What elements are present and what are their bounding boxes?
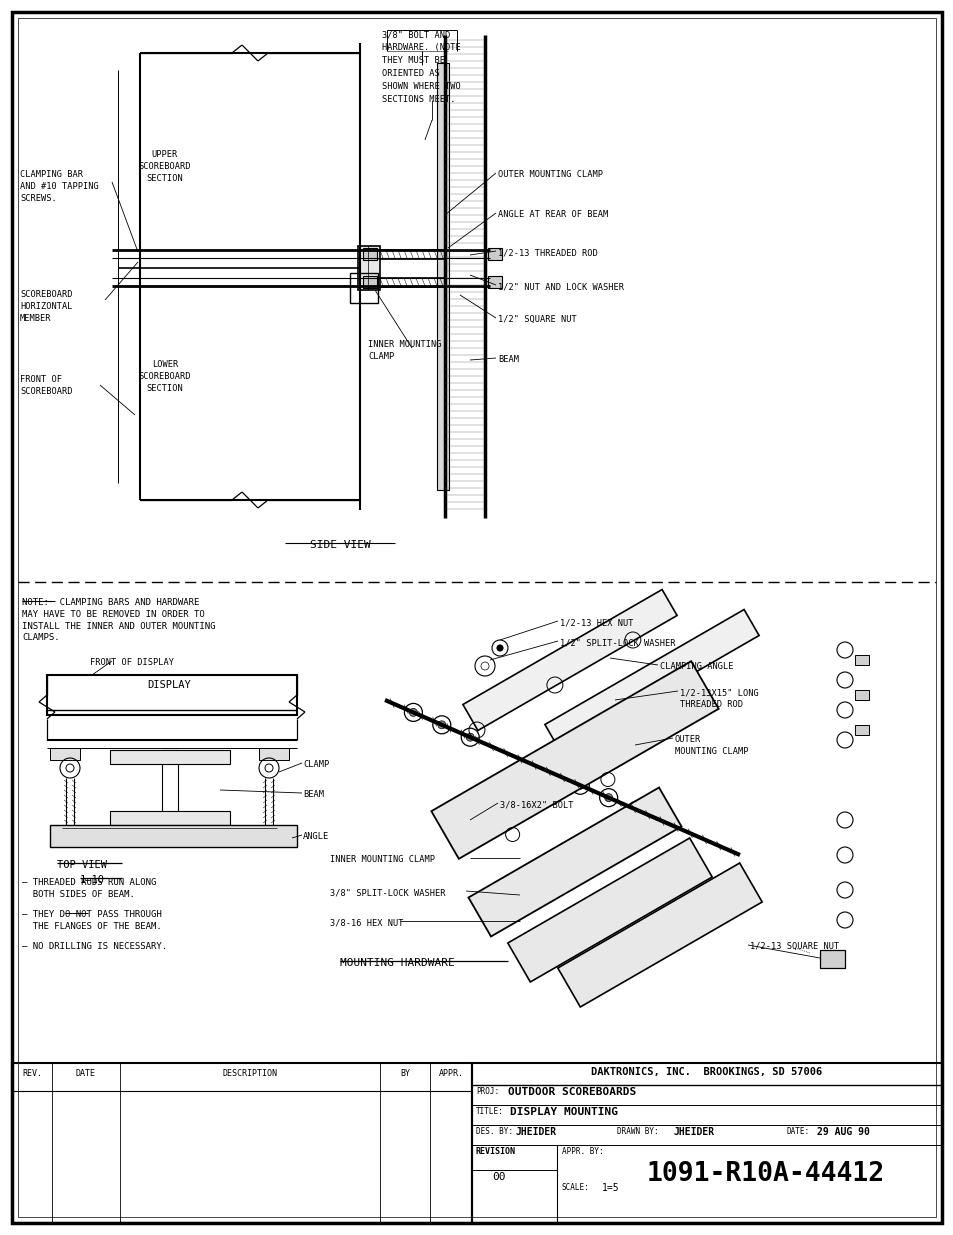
Bar xyxy=(357,246,379,290)
Bar xyxy=(50,748,80,760)
Text: OUTER MOUNTING CLAMP: OUTER MOUNTING CLAMP xyxy=(497,170,602,179)
Text: 1=5: 1=5 xyxy=(601,1183,619,1193)
Text: 3/8" BOLT AND: 3/8" BOLT AND xyxy=(381,30,450,40)
Text: CLAMP: CLAMP xyxy=(303,760,329,769)
Bar xyxy=(258,748,289,760)
Text: 1/2" SQUARE NUT: 1/2" SQUARE NUT xyxy=(497,315,577,324)
Text: ORIENTED AS: ORIENTED AS xyxy=(381,69,439,78)
Text: 1/2" SPLIT-LOCK WASHER: 1/2" SPLIT-LOCK WASHER xyxy=(559,638,675,647)
Circle shape xyxy=(466,734,474,741)
Text: TOP VIEW: TOP VIEW xyxy=(57,860,107,869)
Bar xyxy=(820,950,844,968)
Text: OUTDOOR SCOREBOARDS: OUTDOOR SCOREBOARDS xyxy=(507,1087,636,1097)
Bar xyxy=(363,248,376,261)
Text: DISPLAY: DISPLAY xyxy=(147,680,191,690)
Text: DESCRIPTION: DESCRIPTION xyxy=(222,1070,277,1078)
Text: PROJ:: PROJ: xyxy=(476,1087,498,1095)
Bar xyxy=(436,63,449,490)
Text: 1/2-13X15" LONG
THREADED ROD: 1/2-13X15" LONG THREADED ROD xyxy=(679,688,758,709)
Text: APPR. BY:: APPR. BY: xyxy=(561,1147,603,1156)
Text: HARDWARE. (NOTE: HARDWARE. (NOTE xyxy=(381,43,460,52)
Circle shape xyxy=(497,645,502,651)
Text: THEY MUST BE: THEY MUST BE xyxy=(381,56,444,65)
Text: BY: BY xyxy=(399,1070,410,1078)
Text: JHEIDER: JHEIDER xyxy=(673,1128,715,1137)
Text: – THEY DO NOT PASS THROUGH
  THE FLANGES OF THE BEAM.: – THEY DO NOT PASS THROUGH THE FLANGES O… xyxy=(22,910,162,931)
Text: 3/8-16X2" BOLT: 3/8-16X2" BOLT xyxy=(499,800,573,809)
Text: SCOREBOARD
HORIZONTAL
MEMBER: SCOREBOARD HORIZONTAL MEMBER xyxy=(20,290,72,322)
Circle shape xyxy=(437,721,445,729)
Bar xyxy=(110,811,230,825)
Circle shape xyxy=(409,709,417,716)
Bar xyxy=(363,275,376,288)
Polygon shape xyxy=(431,661,718,858)
Text: JHEIDER: JHEIDER xyxy=(516,1128,557,1137)
Circle shape xyxy=(604,794,612,802)
Text: NOTE:  CLAMPING BARS AND HARDWARE
MAY HAVE TO BE REMOVED IN ORDER TO
INSTALL THE: NOTE: CLAMPING BARS AND HARDWARE MAY HAV… xyxy=(22,598,215,642)
Text: 1/2-13 HEX NUT: 1/2-13 HEX NUT xyxy=(559,618,633,627)
Text: BEAM: BEAM xyxy=(497,354,518,364)
Text: DAKTRONICS, INC.  BROOKINGS, SD 57006: DAKTRONICS, INC. BROOKINGS, SD 57006 xyxy=(591,1067,821,1077)
Bar xyxy=(350,273,377,303)
Text: CLAMPING ANGLE: CLAMPING ANGLE xyxy=(659,662,733,671)
Text: UPPER
SCOREBOARD
SECTION: UPPER SCOREBOARD SECTION xyxy=(138,149,191,183)
Bar xyxy=(488,275,501,288)
Text: – THREADED RODS RUN ALONG
  BOTH SIDES OF BEAM.: – THREADED RODS RUN ALONG BOTH SIDES OF … xyxy=(22,878,156,899)
Text: 3/8-16 HEX NUT: 3/8-16 HEX NUT xyxy=(330,918,403,927)
Text: SCALE:: SCALE: xyxy=(561,1183,589,1192)
Text: ANGLE AT REAR OF BEAM: ANGLE AT REAR OF BEAM xyxy=(497,210,608,219)
Text: ANGLE: ANGLE xyxy=(303,832,329,841)
Text: TITLE:: TITLE: xyxy=(476,1107,503,1116)
Text: OUTER
MOUNTING CLAMP: OUTER MOUNTING CLAMP xyxy=(675,735,748,756)
Text: DRAWN BY:: DRAWN BY: xyxy=(617,1128,658,1136)
Bar xyxy=(488,248,501,261)
Bar xyxy=(162,750,178,825)
Text: CLAMPING BAR
AND #10 TAPPING
SCREWS.: CLAMPING BAR AND #10 TAPPING SCREWS. xyxy=(20,170,99,203)
Polygon shape xyxy=(462,589,677,730)
Text: APPR.: APPR. xyxy=(438,1070,463,1078)
Text: FRONT OF
SCOREBOARD: FRONT OF SCOREBOARD xyxy=(20,375,72,395)
Text: FRONT OF DISPLAY: FRONT OF DISPLAY xyxy=(90,658,173,667)
Text: DATE: DATE xyxy=(76,1070,96,1078)
Text: INNER MOUNTING CLAMP: INNER MOUNTING CLAMP xyxy=(330,855,435,864)
Text: – NO DRILLING IS NECESSARY.: – NO DRILLING IS NECESSARY. xyxy=(22,942,167,951)
Text: 1/2" NUT AND LOCK WASHER: 1/2" NUT AND LOCK WASHER xyxy=(497,282,623,291)
Bar xyxy=(472,1063,941,1223)
Text: SIDE VIEW: SIDE VIEW xyxy=(310,540,370,550)
Bar xyxy=(47,676,296,715)
Text: INNER MOUNTING
CLAMP: INNER MOUNTING CLAMP xyxy=(368,340,441,361)
Text: DATE:: DATE: xyxy=(786,1128,809,1136)
Circle shape xyxy=(576,782,583,789)
Text: DISPLAY MOUNTING: DISPLAY MOUNTING xyxy=(510,1107,618,1116)
Text: 00: 00 xyxy=(492,1172,505,1182)
Text: SECTIONS MEET.: SECTIONS MEET. xyxy=(381,95,455,104)
Text: 1091-R10A-44412: 1091-R10A-44412 xyxy=(646,1161,884,1187)
Polygon shape xyxy=(507,839,712,982)
Text: REVISION: REVISION xyxy=(476,1147,516,1156)
Bar xyxy=(854,690,868,700)
Bar xyxy=(12,1063,472,1223)
Text: 1/2-13 SQUARE NUT: 1/2-13 SQUARE NUT xyxy=(749,942,839,951)
Text: 29 AUG 90: 29 AUG 90 xyxy=(816,1128,869,1137)
Polygon shape xyxy=(558,863,761,1007)
Text: DES. BY:: DES. BY: xyxy=(476,1128,513,1136)
Circle shape xyxy=(633,806,640,814)
Text: 1/2-13 THREADED ROD: 1/2-13 THREADED ROD xyxy=(497,248,598,257)
Text: 3/8" SPLIT-LOCK WASHER: 3/8" SPLIT-LOCK WASHER xyxy=(330,888,445,897)
Text: 1=10: 1=10 xyxy=(80,876,105,885)
Bar xyxy=(50,825,296,847)
Text: LOWER
SCOREBOARD
SECTION: LOWER SCOREBOARD SECTION xyxy=(138,359,191,393)
Text: SHOWN WHERE TWO: SHOWN WHERE TWO xyxy=(381,82,460,91)
Bar xyxy=(110,750,230,764)
Text: REV.: REV. xyxy=(22,1070,42,1078)
Bar xyxy=(854,655,868,664)
Text: MOUNTING HARDWARE: MOUNTING HARDWARE xyxy=(339,958,455,968)
Circle shape xyxy=(480,662,489,671)
Text: BEAM: BEAM xyxy=(303,790,324,799)
Polygon shape xyxy=(468,788,680,936)
Polygon shape xyxy=(544,610,759,751)
Bar xyxy=(854,725,868,735)
